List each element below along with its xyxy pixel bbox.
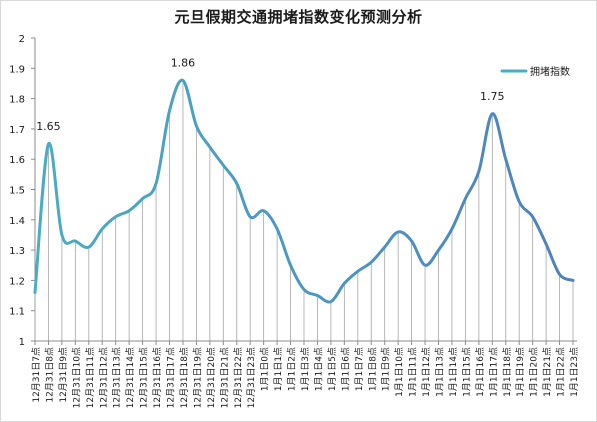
x-tick-label: 1月1日5点	[327, 347, 338, 391]
x-tick-label: 1月1日10点	[394, 347, 405, 397]
y-tick-label: 1.6	[9, 155, 25, 166]
legend: 拥堵指数	[500, 65, 570, 78]
x-tick-label: 12月31日10点	[71, 347, 82, 408]
x-tick-label: 1月1日23点	[569, 347, 580, 397]
x-tick-label: 1月1日9点	[381, 347, 392, 391]
data-label: 1.86	[171, 56, 196, 69]
y-axis: 1 1.1 1.2 1.3 1.4 1.5 1.6 1.7 1.8 1.9 2	[9, 34, 36, 348]
x-tick-label: 12月31日18点	[179, 347, 190, 408]
y-tick-label: 1.5	[9, 186, 25, 197]
x-tick-label: 1月1日18点	[502, 347, 513, 397]
x-tick-label: 12月31日14点	[125, 347, 136, 408]
y-tick-label: 1.2	[9, 276, 25, 287]
x-tick-label: 12月31日16点	[152, 347, 163, 408]
x-tick-label: 1月1日22点	[556, 347, 567, 397]
x-tick-label: 12月31日11点	[85, 347, 96, 408]
x-tick-label: 1月1日19点	[515, 347, 526, 397]
x-tick-label: 1月1日4点	[313, 347, 324, 391]
x-tick-label: 1月1日11点	[408, 347, 419, 397]
x-tick-label: 1月1日20点	[529, 347, 540, 397]
x-axis: 12月31日7点 12月31日8点 12月31日9点 12月31日10点 12月31日1…	[31, 340, 580, 408]
legend-label: 拥堵指数	[530, 65, 570, 78]
x-tick-label: 12月31日20点	[206, 347, 217, 408]
x-tick-label: 12月31日23点	[246, 347, 257, 408]
x-tick-label: 12月31日21点	[219, 347, 230, 408]
y-tick-label: 1.4	[9, 216, 25, 227]
y-tick-label: 1	[19, 337, 25, 348]
x-tick-label: 1月1日3点	[300, 347, 311, 391]
series-line	[33, 78, 575, 304]
y-tick-label: 1.3	[9, 246, 25, 257]
x-tick-label: 1月1日1点	[273, 347, 284, 391]
x-tick-label: 12月31日19点	[192, 347, 203, 408]
x-tick-label: 12月31日22点	[233, 347, 244, 408]
y-tick-label: 2	[19, 34, 25, 45]
data-label: 1.75	[480, 90, 505, 103]
x-tick-label: 12月31日7点	[31, 347, 42, 403]
drop-lines	[34, 80, 574, 341]
x-tick-label: 1月1日14点	[448, 347, 459, 397]
x-tick-label: 1月1日21点	[542, 347, 553, 397]
series-path	[33, 78, 575, 304]
x-tick-label: 12月31日17点	[166, 347, 177, 408]
annotations: 1.65 1.86 1.75	[36, 56, 504, 133]
x-tick-label: 1月1日17点	[488, 347, 499, 397]
x-tick-label: 12月31日15点	[139, 347, 150, 408]
x-tick-label: 1月1日2点	[287, 347, 298, 391]
x-tick-label: 12月31日13点	[112, 347, 123, 408]
x-tick-label: 12月31日8点	[44, 347, 55, 403]
x-tick-label: 1月1日6点	[340, 347, 351, 391]
x-tick-label: 12月31日12点	[98, 347, 109, 408]
data-label: 1.65	[36, 120, 61, 133]
x-tick-label: 1月1日8点	[367, 347, 378, 391]
y-tick-label: 1.1	[9, 307, 25, 318]
x-tick-label: 12月31日9点	[58, 347, 69, 403]
x-tick-label: 1月1日13点	[435, 347, 446, 397]
x-tick-label: 1月1日16点	[475, 347, 486, 397]
x-tick-label: 1月1日15点	[461, 347, 472, 397]
x-tick-label: 1月1日12点	[421, 347, 432, 397]
y-tick-label: 1.8	[9, 95, 25, 106]
y-tick-label: 1.7	[9, 125, 25, 136]
y-tick-label: 1.9	[9, 64, 25, 75]
x-tick-label: 1月1日0点	[260, 347, 271, 391]
chart-title: 元旦假期交通拥堵指数变化预测分析	[174, 8, 423, 26]
x-tick-label: 1月1日7点	[354, 347, 365, 391]
